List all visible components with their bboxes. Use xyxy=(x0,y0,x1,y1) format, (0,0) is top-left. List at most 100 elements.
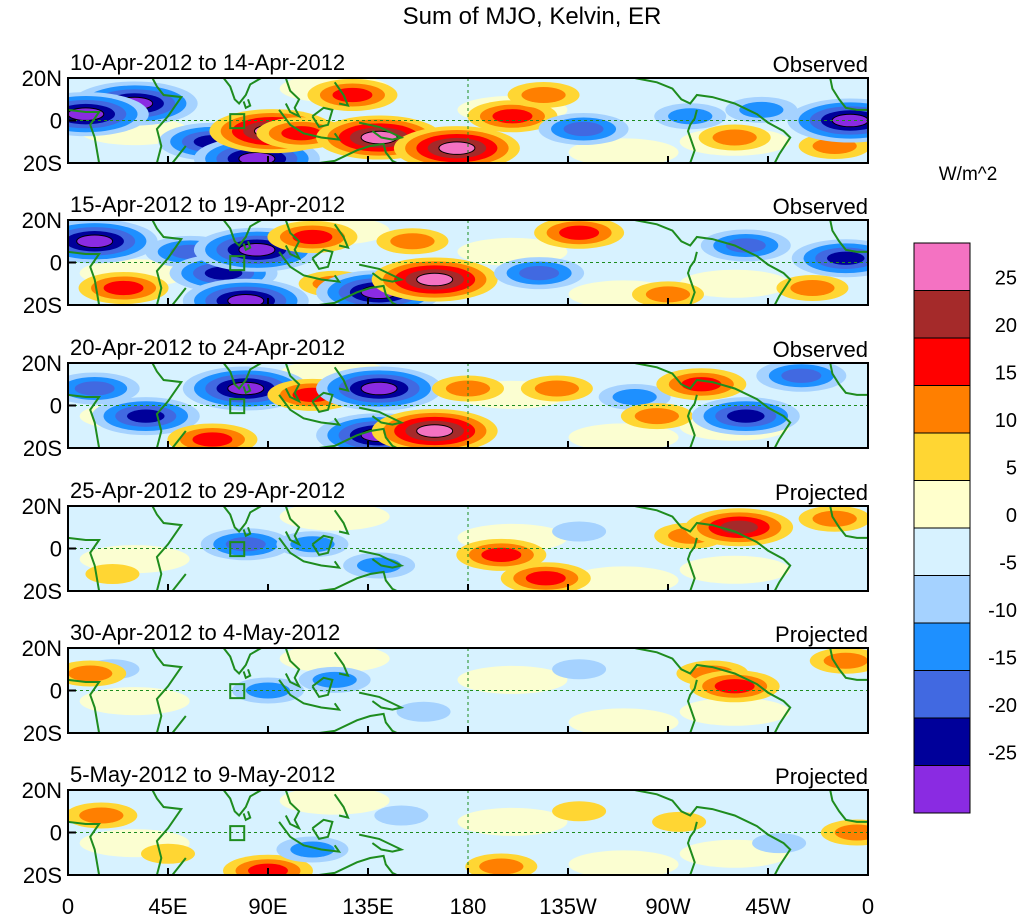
coastline xyxy=(318,712,398,733)
anomaly-blob xyxy=(563,121,604,137)
anomaly-blob xyxy=(834,824,868,841)
anomaly-blob xyxy=(481,547,522,562)
coastline xyxy=(278,821,342,853)
coastline xyxy=(171,430,187,448)
colorbar-tick-label: 20 xyxy=(995,315,1017,337)
colorbar-swatch xyxy=(913,385,971,434)
y-tick-label: 20N xyxy=(22,351,62,376)
panel-kind: Projected xyxy=(775,480,868,505)
coastline xyxy=(311,248,334,271)
anomaly-blob xyxy=(225,537,266,552)
coastline xyxy=(634,648,792,733)
coastline xyxy=(242,526,252,538)
anomaly-blob xyxy=(227,293,265,305)
coastline xyxy=(311,106,334,129)
x-tick-label: 135W xyxy=(539,894,597,919)
anomaly-blob xyxy=(68,665,113,682)
coastline xyxy=(829,648,868,681)
anomaly-blob xyxy=(826,251,865,265)
coastline xyxy=(318,427,398,448)
y-tick-label: 0 xyxy=(50,821,62,846)
anomaly-field xyxy=(79,506,868,591)
colorbar-unit-label: W/m^2 xyxy=(939,164,998,185)
anomaly-blob xyxy=(76,234,114,249)
anomaly-blob xyxy=(356,557,402,574)
coastline xyxy=(284,220,302,261)
y-tick-label: 0 xyxy=(50,251,62,276)
y-tick-label: 20S xyxy=(23,436,62,461)
coastline xyxy=(222,220,262,247)
panel-date-range: 20-Apr-2012 to 24-Apr-2012 xyxy=(70,335,345,360)
anomaly-blob xyxy=(238,151,276,163)
colorbar-tick-label: 10 xyxy=(995,410,1017,432)
colorbar-swatch xyxy=(913,337,971,386)
coastline xyxy=(278,251,342,283)
coastline xyxy=(358,121,405,141)
coastline xyxy=(68,790,184,875)
coastline xyxy=(829,363,868,396)
y-tick-label: 20N xyxy=(22,66,62,91)
y-tick-label: 20S xyxy=(23,293,62,318)
coastlines xyxy=(68,506,868,591)
coastline xyxy=(68,220,184,305)
anomaly-blob xyxy=(332,87,373,103)
colorbar-swatch xyxy=(913,670,971,719)
x-tick-label: 45E xyxy=(148,894,187,919)
anomaly-blob xyxy=(281,126,322,141)
coastline xyxy=(222,790,262,817)
colorbar-tick-label: 25 xyxy=(995,268,1017,290)
anomaly-blob xyxy=(390,233,435,250)
region-box xyxy=(229,255,246,272)
y-tick-label: 20S xyxy=(23,151,62,176)
panel-date-range: 5-May-2012 to 9-May-2012 xyxy=(70,762,335,787)
coastline xyxy=(171,715,187,733)
x-tick-label: 90E xyxy=(248,894,287,919)
anomaly-blob xyxy=(141,843,195,864)
colorbar-tick-label: 5 xyxy=(1006,458,1017,480)
anomaly-blob xyxy=(492,109,533,124)
coastline xyxy=(333,793,350,820)
anomaly-field xyxy=(68,648,868,733)
x-tick-label: 45W xyxy=(745,894,790,919)
coastline xyxy=(829,78,868,111)
anomaly-blob xyxy=(552,801,607,822)
anomaly-blob xyxy=(725,238,766,253)
coastline xyxy=(358,406,405,426)
coastline xyxy=(311,534,334,557)
anomaly-blob xyxy=(192,432,233,447)
anomaly-blob xyxy=(739,101,784,118)
anomaly-blob xyxy=(103,280,144,296)
coastline xyxy=(242,383,252,395)
map-panels: 20N 0 20S 10-Apr-2012 to 14-Apr-2012 Observe… xyxy=(22,50,869,888)
coastline xyxy=(278,109,342,141)
coastline xyxy=(68,78,184,163)
anomaly-blob xyxy=(634,408,680,425)
anomaly-blob xyxy=(312,671,357,688)
anomaly-blob xyxy=(681,377,722,392)
coastline xyxy=(311,676,334,699)
colorbar-swatch xyxy=(913,622,971,671)
anomaly-blob xyxy=(416,272,454,287)
anomaly-blob xyxy=(552,521,607,542)
anomaly-blob xyxy=(823,652,868,669)
colorbar-tick-label: -5 xyxy=(999,553,1017,575)
colorbar-tick-label: 0 xyxy=(1006,505,1017,527)
x-tick-label: 135E xyxy=(342,894,393,919)
coastline xyxy=(284,78,302,119)
y-tick-label: 20S xyxy=(23,721,62,746)
anomaly-blob xyxy=(679,697,790,726)
coastline xyxy=(311,818,334,841)
anomaly-field xyxy=(68,78,868,163)
coastline xyxy=(829,220,868,253)
coastline xyxy=(358,263,405,283)
anomaly-blob xyxy=(457,665,568,694)
coastline xyxy=(278,537,342,569)
map-panel: 20N 0 20S 5-May-2012 to 9-May-2012 Projected xyxy=(22,762,869,888)
anomaly-blob xyxy=(126,409,165,423)
coastlines xyxy=(68,78,868,163)
anomaly-blob xyxy=(525,571,566,586)
colorbar-swatch xyxy=(913,765,971,814)
anomaly-blob xyxy=(519,266,560,281)
map-panel: 20N 0 20S 30-Apr-2012 to 4-May-2012 Projecte… xyxy=(22,620,869,746)
